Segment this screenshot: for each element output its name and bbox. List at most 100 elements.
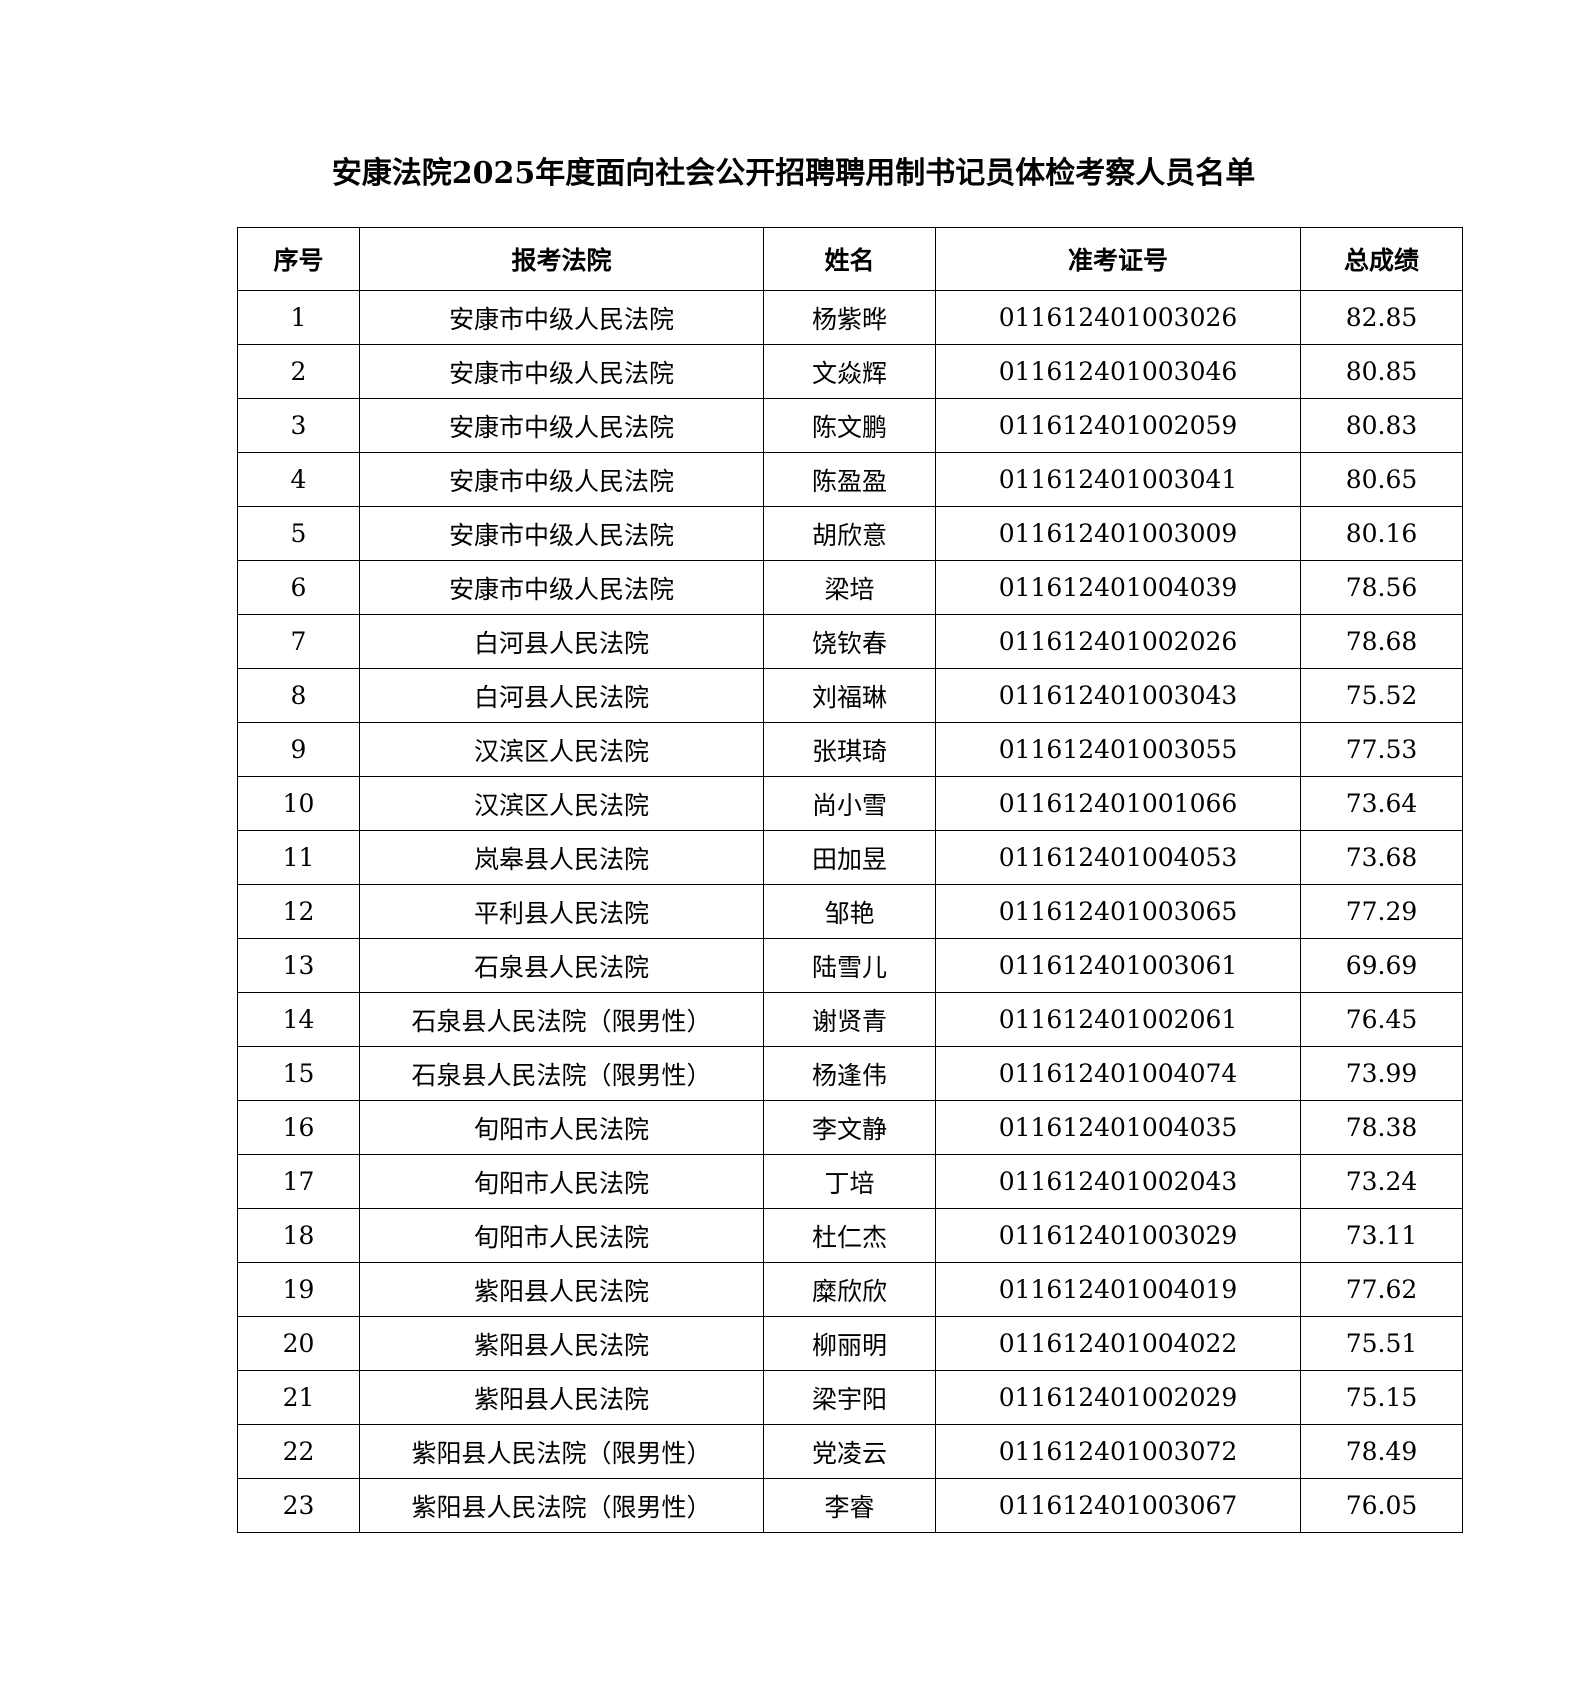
cell-score: 77.29 — [1300, 884, 1463, 939]
cell-index: 16 — [237, 1100, 360, 1155]
cell-index: 1 — [237, 290, 360, 345]
cell-court: 安康市中级人民法院 — [359, 344, 764, 399]
cell-name: 陆雪儿 — [763, 938, 936, 993]
header-score: 总成绩 — [1300, 227, 1463, 291]
cell-index: 15 — [237, 1046, 360, 1101]
table-row: 9 汉滨区人民法院 张琪琦 011612401003055 77.53 — [237, 722, 1463, 777]
cell-index: 7 — [237, 614, 360, 669]
cell-court: 紫阳县人民法院 — [359, 1316, 764, 1371]
cell-name: 陈文鹏 — [763, 398, 936, 453]
cell-court: 紫阳县人民法院 — [359, 1262, 764, 1317]
cell-score: 78.38 — [1300, 1100, 1463, 1155]
cell-score: 76.45 — [1300, 992, 1463, 1047]
cell-score: 80.83 — [1300, 398, 1463, 453]
cell-index: 11 — [237, 830, 360, 885]
cell-court: 旬阳市人民法院 — [359, 1100, 764, 1155]
cell-exam-id: 011612401003065 — [935, 884, 1301, 939]
table-row: 1 安康市中级人民法院 杨紫晔 011612401003026 82.85 — [237, 290, 1463, 345]
cell-name: 尚小雪 — [763, 776, 936, 831]
cell-court: 安康市中级人民法院 — [359, 290, 764, 345]
cell-index: 6 — [237, 560, 360, 615]
cell-exam-id: 011612401002061 — [935, 992, 1301, 1047]
cell-exam-id: 011612401004074 — [935, 1046, 1301, 1101]
cell-index: 23 — [237, 1478, 360, 1533]
cell-index: 14 — [237, 992, 360, 1047]
table-header-row: 序号 报考法院 姓名 准考证号 总成绩 — [237, 227, 1463, 291]
cell-exam-id: 011612401003043 — [935, 668, 1301, 723]
cell-index: 5 — [237, 506, 360, 561]
table-row: 7 白河县人民法院 饶钦春 011612401002026 78.68 — [237, 614, 1463, 669]
cell-exam-id: 011612401002043 — [935, 1154, 1301, 1209]
table-row: 4 安康市中级人民法院 陈盈盈 011612401003041 80.65 — [237, 452, 1463, 507]
table-row: 17 旬阳市人民法院 丁培 011612401002043 73.24 — [237, 1154, 1463, 1209]
cell-court: 安康市中级人民法院 — [359, 398, 764, 453]
cell-index: 17 — [237, 1154, 360, 1209]
cell-name: 李睿 — [763, 1478, 936, 1533]
cell-score: 73.24 — [1300, 1154, 1463, 1209]
table-row: 18 旬阳市人民法院 杜仁杰 011612401003029 73.11 — [237, 1208, 1463, 1263]
cell-score: 77.53 — [1300, 722, 1463, 777]
cell-name: 柳丽明 — [763, 1316, 936, 1371]
cell-court: 安康市中级人民法院 — [359, 452, 764, 507]
document-title: 安康法院2025年度面向社会公开招聘聘用制书记员体检考察人员名单 — [331, 156, 1256, 191]
cell-index: 18 — [237, 1208, 360, 1263]
header-index: 序号 — [237, 227, 360, 291]
cell-score: 69.69 — [1300, 938, 1463, 993]
cell-exam-id: 011612401003055 — [935, 722, 1301, 777]
cell-name: 丁培 — [763, 1154, 936, 1209]
cell-name: 梁培 — [763, 560, 936, 615]
cell-name: 胡欣意 — [763, 506, 936, 561]
candidate-table: 序号 报考法院 姓名 准考证号 总成绩 1 安康市中级人民法院 杨紫晔 0116124… — [237, 227, 1463, 1533]
table-row: 22 紫阳县人民法院（限男性） 党凌云 011612401003072 78.49 — [237, 1424, 1463, 1479]
cell-score: 75.15 — [1300, 1370, 1463, 1425]
cell-exam-id: 011612401004053 — [935, 830, 1301, 885]
cell-score: 78.68 — [1300, 614, 1463, 669]
table-row: 2 安康市中级人民法院 文焱辉 011612401003046 80.85 — [237, 344, 1463, 399]
header-court: 报考法院 — [359, 227, 764, 291]
cell-index: 9 — [237, 722, 360, 777]
cell-court: 石泉县人民法院 — [359, 938, 764, 993]
cell-score: 80.65 — [1300, 452, 1463, 507]
cell-name: 梁宇阳 — [763, 1370, 936, 1425]
cell-index: 20 — [237, 1316, 360, 1371]
cell-court: 岚皋县人民法院 — [359, 830, 764, 885]
cell-name: 杨紫晔 — [763, 290, 936, 345]
cell-index: 22 — [237, 1424, 360, 1479]
cell-index: 10 — [237, 776, 360, 831]
cell-exam-id: 011612401003046 — [935, 344, 1301, 399]
cell-exam-id: 011612401003009 — [935, 506, 1301, 561]
cell-name: 田加昱 — [763, 830, 936, 885]
cell-score: 76.05 — [1300, 1478, 1463, 1533]
table-row: 19 紫阳县人民法院 糜欣欣 011612401004019 77.62 — [237, 1262, 1463, 1317]
cell-exam-id: 011612401003026 — [935, 290, 1301, 345]
cell-name: 刘福琳 — [763, 668, 936, 723]
cell-court: 石泉县人民法院（限男性） — [359, 1046, 764, 1101]
table-row: 15 石泉县人民法院（限男性） 杨逢伟 011612401004074 73.99 — [237, 1046, 1463, 1101]
cell-court: 石泉县人民法院（限男性） — [359, 992, 764, 1047]
cell-court: 旬阳市人民法院 — [359, 1208, 764, 1263]
table-row: 3 安康市中级人民法院 陈文鹏 011612401002059 80.83 — [237, 398, 1463, 453]
cell-name: 陈盈盈 — [763, 452, 936, 507]
cell-exam-id: 011612401002026 — [935, 614, 1301, 669]
table-row: 12 平利县人民法院 邹艳 011612401003065 77.29 — [237, 884, 1463, 939]
cell-score: 75.51 — [1300, 1316, 1463, 1371]
cell-name: 文焱辉 — [763, 344, 936, 399]
cell-name: 饶钦春 — [763, 614, 936, 669]
cell-score: 73.11 — [1300, 1208, 1463, 1263]
table-row: 16 旬阳市人民法院 李文静 011612401004035 78.38 — [237, 1100, 1463, 1155]
table-row: 8 白河县人民法院 刘福琳 011612401003043 75.52 — [237, 668, 1463, 723]
cell-exam-id: 011612401003061 — [935, 938, 1301, 993]
cell-score: 73.68 — [1300, 830, 1463, 885]
cell-index: 21 — [237, 1370, 360, 1425]
header-name: 姓名 — [763, 227, 936, 291]
cell-exam-id: 011612401003041 — [935, 452, 1301, 507]
cell-exam-id: 011612401004022 — [935, 1316, 1301, 1371]
cell-court: 紫阳县人民法院（限男性） — [359, 1424, 764, 1479]
cell-exam-id: 011612401004039 — [935, 560, 1301, 615]
table-row: 13 石泉县人民法院 陆雪儿 011612401003061 69.69 — [237, 938, 1463, 993]
cell-score: 78.56 — [1300, 560, 1463, 615]
cell-court: 汉滨区人民法院 — [359, 722, 764, 777]
table-row: 23 紫阳县人民法院（限男性） 李睿 011612401003067 76.05 — [237, 1478, 1463, 1533]
cell-name: 杜仁杰 — [763, 1208, 936, 1263]
cell-court: 安康市中级人民法院 — [359, 506, 764, 561]
